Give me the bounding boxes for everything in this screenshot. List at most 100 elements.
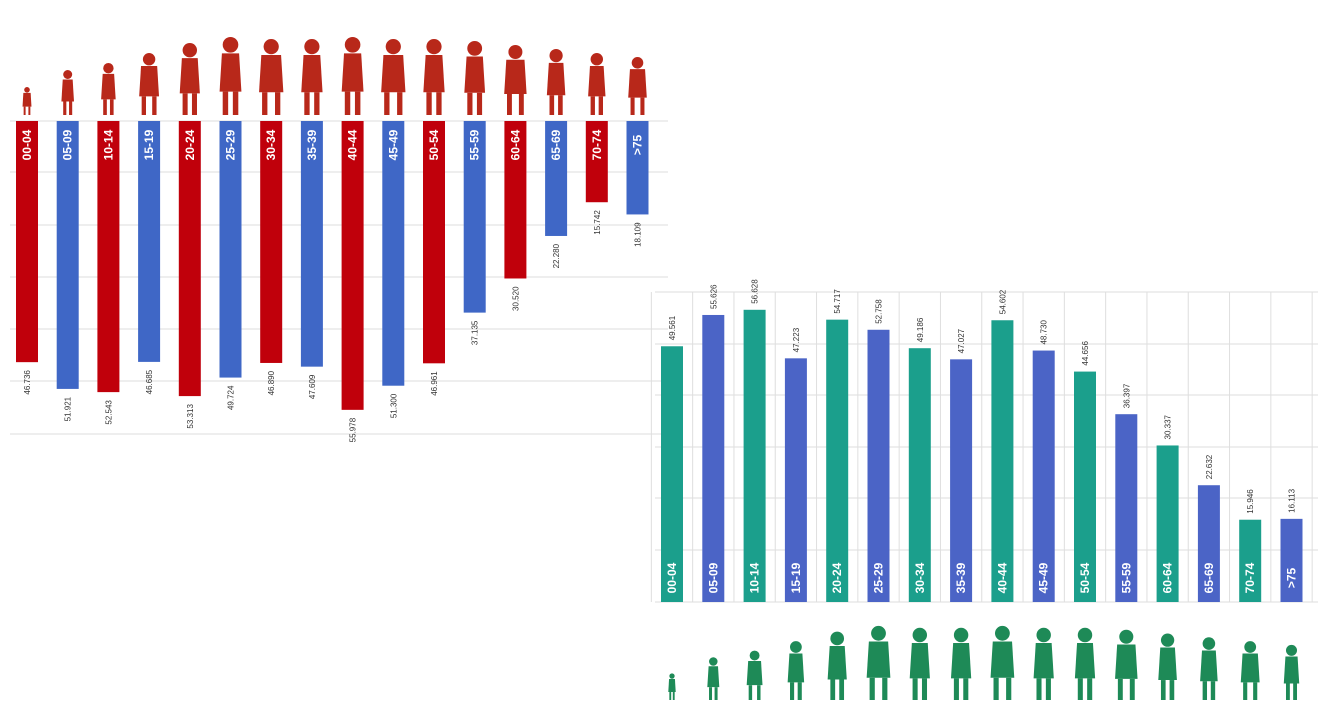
female-value-label: 22.280 xyxy=(552,243,561,268)
male-bar xyxy=(1197,485,1220,602)
male-silhouette-icon xyxy=(950,627,972,700)
male-value-label: 54.717 xyxy=(833,289,842,314)
female-value-label: 47.609 xyxy=(308,374,317,399)
male-bar xyxy=(784,358,807,602)
female-silhouette-icon xyxy=(179,43,200,115)
male-silhouette-icon xyxy=(1158,633,1177,700)
female-bar xyxy=(97,121,120,393)
male-value-label: 16.113 xyxy=(1288,488,1297,512)
female-value-label: 46.685 xyxy=(145,369,154,394)
male-bar xyxy=(1280,518,1303,602)
female-category-label: 00-04 xyxy=(20,129,34,160)
male-silhouette-icon xyxy=(1033,627,1054,700)
male-bar xyxy=(1115,414,1138,602)
female-bar xyxy=(138,121,161,362)
female-silhouette-icon xyxy=(504,45,527,115)
male-silhouette-icon xyxy=(1283,644,1300,700)
male-category-label: 65-69 xyxy=(1202,562,1216,593)
female-silhouette-icon xyxy=(546,49,566,115)
male-silhouette-icon xyxy=(1200,637,1218,700)
female-bar xyxy=(626,121,649,215)
female-category-label: 40-44 xyxy=(346,129,360,160)
female-bar xyxy=(219,121,242,378)
male-category-label: 00-04 xyxy=(665,562,679,593)
female-bar xyxy=(56,121,79,389)
female-bar xyxy=(585,121,608,203)
female-bar xyxy=(504,121,527,279)
male-silhouette-icon xyxy=(668,673,676,700)
female-silhouette-icon xyxy=(628,57,647,115)
male-bar xyxy=(1156,445,1179,602)
female-bar xyxy=(463,121,486,313)
male-category-label: 10-14 xyxy=(748,562,762,593)
male-category-label: 70-74 xyxy=(1243,562,1257,593)
male-silhouette-icon xyxy=(707,657,720,700)
female-silhouette-icon xyxy=(301,39,323,115)
male-silhouette-icon xyxy=(1115,629,1138,700)
male-bar xyxy=(661,346,683,602)
male-category-label: 40-44 xyxy=(995,562,1009,593)
female-bar xyxy=(341,121,364,410)
male-category-label: 30-34 xyxy=(913,562,927,593)
female-value-label: 18.109 xyxy=(634,222,643,247)
male-bar xyxy=(991,320,1014,602)
male-silhouette-icon xyxy=(909,627,930,700)
male-silhouette-icon xyxy=(787,641,805,700)
male-category-label: 45-49 xyxy=(1037,562,1051,593)
male-value-label: 56.628 xyxy=(751,279,760,304)
male-value-label: 36.397 xyxy=(1122,383,1131,408)
female-silhouette-icon xyxy=(259,39,284,115)
male-silhouette-icon xyxy=(827,631,847,700)
female-silhouette-icon xyxy=(61,70,74,115)
female-silhouette-icon xyxy=(101,62,116,115)
male-value-label: 47.027 xyxy=(957,328,966,353)
female-category-label: 45-49 xyxy=(386,129,400,160)
male-silhouette-icon xyxy=(1074,627,1096,700)
female-category-label: 35-39 xyxy=(305,129,319,160)
male-category-label: 35-39 xyxy=(954,562,968,593)
female-category-label: 50-54 xyxy=(427,129,441,160)
female-category-label: 55-59 xyxy=(468,129,482,160)
male-category-label: 50-54 xyxy=(1078,562,1092,593)
male-category-label: 60-64 xyxy=(1161,562,1175,593)
male-category-label: 05-09 xyxy=(706,562,720,593)
male-bar xyxy=(1032,350,1055,602)
male-category-label: >75 xyxy=(1285,567,1299,588)
female-category-label: 65-69 xyxy=(549,129,563,160)
male-bar xyxy=(867,329,890,602)
female-category-label: 20-24 xyxy=(183,129,197,160)
female-bar xyxy=(16,121,38,363)
male-bar xyxy=(1074,371,1096,602)
male-bar xyxy=(826,319,849,602)
male-value-label: 54.602 xyxy=(998,289,1007,314)
female-value-label: 53.313 xyxy=(186,404,195,429)
female-silhouette-icon xyxy=(139,53,160,115)
female-bar xyxy=(260,121,283,363)
male-value-label: 55.626 xyxy=(709,284,718,309)
male-value-label: 15.946 xyxy=(1246,489,1255,514)
female-silhouette-icon xyxy=(22,87,32,115)
female-category-label: 70-74 xyxy=(590,129,604,160)
female-silhouette-icon xyxy=(219,37,242,115)
female-age-chart: 00-04 46.736 05-09 51.921 10-14 52.543 15-19 46… xyxy=(10,37,668,442)
male-value-label: 48.730 xyxy=(1040,320,1049,345)
female-category-label: 15-19 xyxy=(142,129,156,160)
male-silhouette-icon xyxy=(990,625,1015,700)
female-category-label: 30-34 xyxy=(264,129,278,160)
female-bar xyxy=(423,121,445,364)
female-silhouette-icon xyxy=(381,39,406,115)
male-value-label: 30.337 xyxy=(1164,414,1173,439)
female-silhouette-icon xyxy=(423,39,445,115)
female-category-label: 10-14 xyxy=(101,129,115,160)
male-silhouette-icon xyxy=(866,625,891,700)
female-category-label: 25-29 xyxy=(224,129,238,160)
male-silhouette-icon xyxy=(746,650,763,700)
male-bar xyxy=(1239,519,1262,602)
male-value-label: 47.223 xyxy=(792,327,801,352)
female-category-label: 05-09 xyxy=(61,129,75,160)
female-value-label: 49.724 xyxy=(227,385,236,410)
female-value-label: 37.135 xyxy=(471,320,480,345)
female-value-label: 55.978 xyxy=(349,417,358,442)
female-value-label: 46.736 xyxy=(23,370,32,395)
